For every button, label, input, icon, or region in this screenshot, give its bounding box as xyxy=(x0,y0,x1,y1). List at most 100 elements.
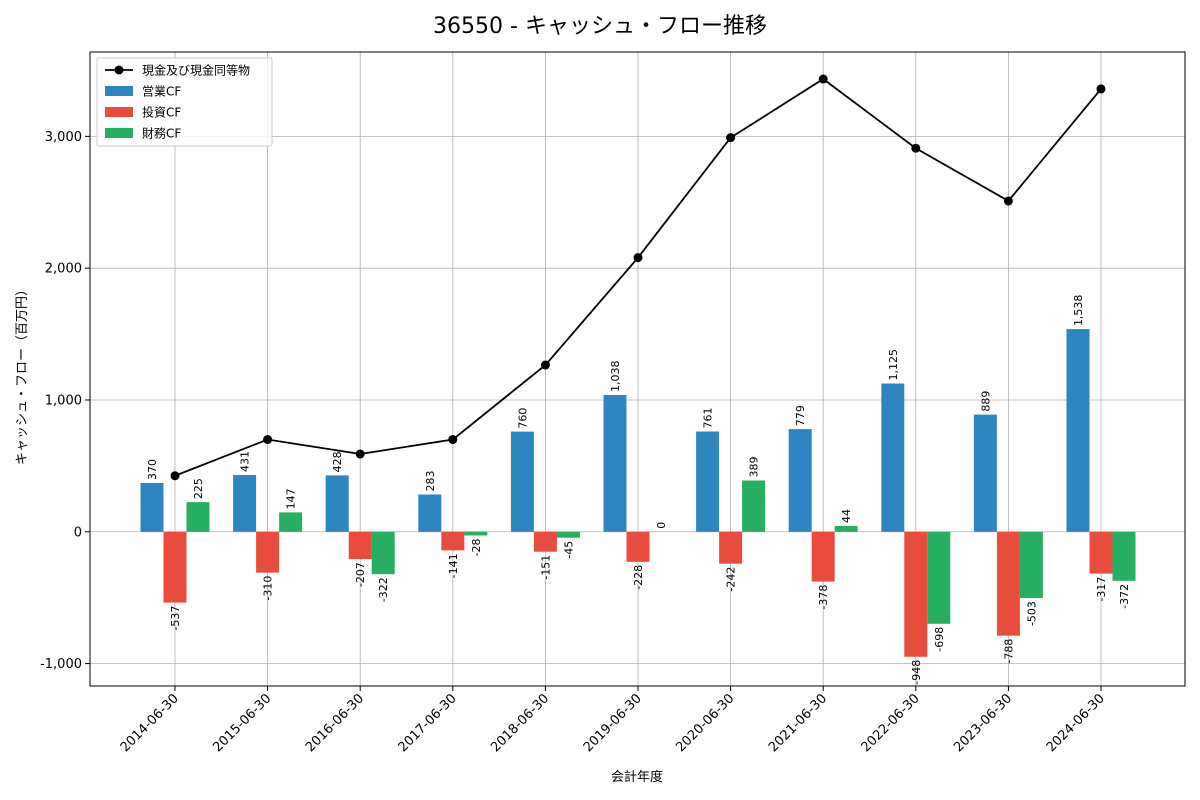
value-label: 889 xyxy=(979,391,992,412)
legend-bar-swatch xyxy=(105,128,133,138)
value-label: -503 xyxy=(1025,601,1038,626)
cash-line-point xyxy=(448,435,458,445)
x-tick-label: 2016-06-30 xyxy=(303,691,367,755)
value-labels: 370 431 428 283 760 1,038 761 779 1,125 889 1,538 -… xyxy=(146,295,1131,685)
value-label: -151 xyxy=(539,555,552,580)
legend-label: 投資CF xyxy=(142,105,181,120)
bar-営業CF xyxy=(510,431,534,532)
bar-営業CF xyxy=(788,429,812,532)
y-tick-label: -1,000 xyxy=(40,657,82,672)
value-label: -698 xyxy=(933,627,946,652)
value-label: 389 xyxy=(748,457,761,478)
bar-投資CF xyxy=(163,531,187,603)
bar-財務CF xyxy=(742,480,766,532)
value-label: 0 xyxy=(655,522,668,529)
x-tick-label: 2020-06-30 xyxy=(673,691,737,755)
cash-line-point xyxy=(540,360,550,370)
value-label: -788 xyxy=(1002,639,1015,664)
bar-財務CF xyxy=(464,531,488,536)
bar-営業CF xyxy=(233,474,257,532)
bar-財務CF xyxy=(1112,531,1136,581)
value-label: -372 xyxy=(1118,584,1131,609)
value-label: 44 xyxy=(840,509,853,523)
bar-営業CF xyxy=(881,383,905,532)
bar-財務CF xyxy=(927,531,951,624)
legend-bar-swatch xyxy=(105,107,133,117)
cash-line-point xyxy=(818,74,828,84)
value-label: -310 xyxy=(262,576,275,601)
cash-line-point xyxy=(263,435,273,445)
value-label: -28 xyxy=(470,538,483,556)
value-label: 370 xyxy=(146,459,159,480)
bar-営業CF xyxy=(603,394,627,532)
value-label: 225 xyxy=(192,478,205,499)
bar-投資CF xyxy=(256,531,280,573)
value-label: 1,125 xyxy=(887,349,900,381)
bar-営業CF xyxy=(325,475,349,532)
value-label: 760 xyxy=(516,408,529,429)
value-label: -207 xyxy=(354,562,367,587)
x-tick-label: 2022-06-30 xyxy=(859,691,923,755)
value-label: -322 xyxy=(377,577,390,602)
bar-投資CF xyxy=(626,531,650,562)
y-tick-label: 3,000 xyxy=(45,130,82,145)
legend-label: 現金及び現金同等物 xyxy=(142,63,250,78)
x-tick-label: 2014-06-30 xyxy=(118,691,182,755)
cash-line-point xyxy=(170,471,180,481)
y-tick-label: 1,000 xyxy=(45,393,82,408)
value-label: 147 xyxy=(285,488,298,509)
bar-営業CF xyxy=(418,494,442,532)
value-label: -242 xyxy=(725,567,738,592)
bar-投資CF xyxy=(904,531,928,657)
bar-財務CF xyxy=(556,531,580,538)
value-label: -45 xyxy=(562,541,575,559)
x-tick-label: 2017-06-30 xyxy=(396,691,460,755)
value-label: 283 xyxy=(424,470,437,491)
value-label: 1,038 xyxy=(609,360,622,392)
bar-投資CF xyxy=(1089,531,1113,574)
bar-財務CF xyxy=(834,525,858,532)
cash-line-point xyxy=(1096,84,1106,94)
axes: 2014-06-30 2015-06-30 2016-06-30 2017-06-30… xyxy=(40,130,1108,755)
cash-line-point xyxy=(355,449,365,459)
bar-財務CF xyxy=(186,502,210,532)
cash-line-point xyxy=(1003,196,1013,206)
legend-label: 営業CF xyxy=(142,85,181,99)
cash-line-point xyxy=(726,133,736,143)
x-tick-label: 2015-06-30 xyxy=(210,691,274,755)
chart-title: 36550 - キャッシュ・フロー推移 xyxy=(433,14,767,39)
bar-営業CF xyxy=(696,431,720,532)
x-tick-label: 2021-06-30 xyxy=(766,691,830,755)
bar-財務CF xyxy=(371,531,395,575)
bar-投資CF xyxy=(441,531,465,551)
value-label: -228 xyxy=(632,565,645,590)
cash-line-point xyxy=(911,143,921,153)
value-label: -537 xyxy=(169,606,182,631)
value-label: 1,538 xyxy=(1072,295,1085,327)
y-tick-label: 0 xyxy=(74,525,82,540)
value-label: -317 xyxy=(1095,577,1108,602)
legend-bar-swatch xyxy=(105,86,133,96)
bar-投資CF xyxy=(996,531,1020,636)
legend-label: 財務CF xyxy=(142,126,181,141)
x-tick-label: 2019-06-30 xyxy=(581,691,645,755)
value-label: 431 xyxy=(239,451,252,472)
x-axis-label: 会計年度 xyxy=(611,769,663,785)
value-label: -141 xyxy=(447,553,460,578)
bar-投資CF xyxy=(811,531,835,582)
y-axis-label: キャッシュ・フロー（百万円） xyxy=(15,283,30,465)
bar-営業CF xyxy=(973,414,997,532)
bar-投資CF xyxy=(348,531,372,560)
legend-marker xyxy=(114,65,124,75)
value-label: 428 xyxy=(331,451,344,472)
value-label: 779 xyxy=(794,405,807,426)
bar-投資CF xyxy=(533,531,557,552)
bar-財務CF xyxy=(279,512,303,532)
x-tick-label: 2023-06-30 xyxy=(951,691,1015,755)
bar-営業CF xyxy=(1066,329,1090,532)
value-label: 761 xyxy=(702,407,715,428)
value-label: -948 xyxy=(910,660,923,685)
bar-営業CF xyxy=(140,483,164,532)
